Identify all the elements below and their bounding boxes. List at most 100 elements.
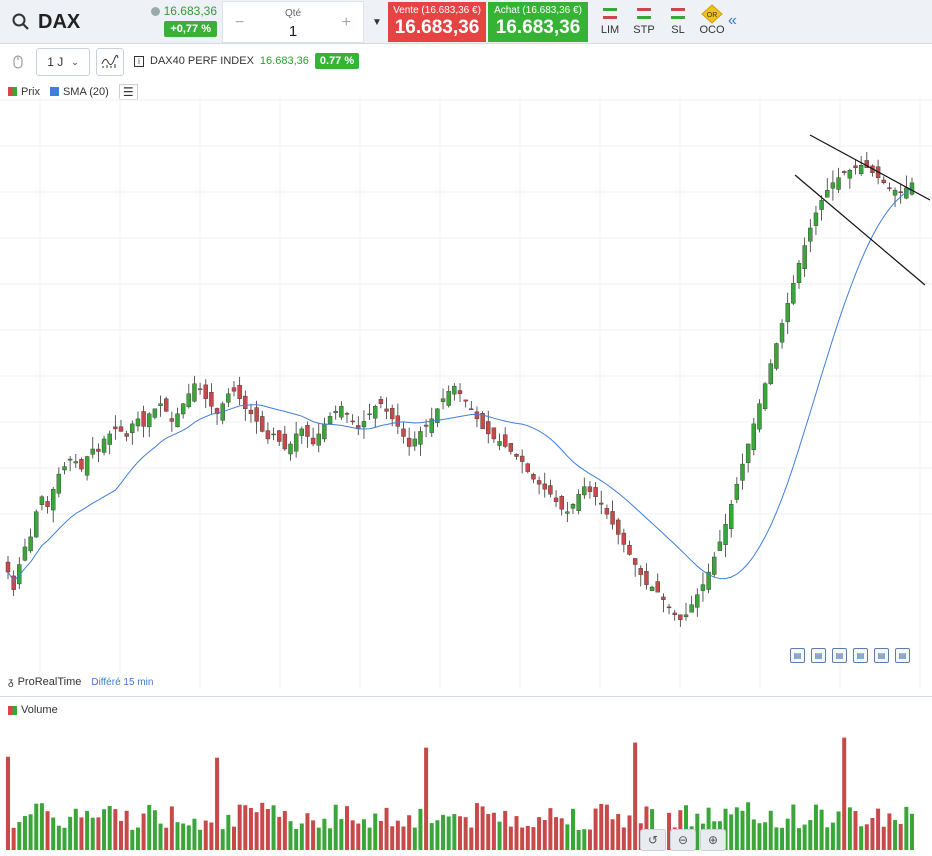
candle-body [463,399,468,402]
volume-bar [130,829,135,850]
volume-bar [813,804,818,850]
volume-bar [62,827,67,850]
buy-label: Achat (16.683,36 €) [494,5,582,16]
panel-divider[interactable] [0,696,932,697]
candle-body [751,423,756,450]
oco-order-button[interactable]: OR OCO [698,4,726,42]
candle-body [293,433,299,452]
source-delay: Différé 15 min [91,676,154,688]
volume-bar [853,811,858,850]
stp-order-button[interactable]: STP [630,4,658,42]
draw-tool-icon[interactable]: ▤ [832,648,847,663]
stp-label: STP [633,24,655,36]
volume-bar [418,808,423,850]
undo-icon[interactable]: ↺ [640,829,666,851]
volume-bar [356,823,361,850]
candle-body [491,427,497,440]
indicator-icon[interactable] [96,48,124,76]
candle-body [169,418,175,422]
qty-plus-button[interactable]: + [341,14,351,31]
volume-bar [548,808,553,850]
mouse-icon[interactable] [8,48,28,76]
sma-line [7,187,913,582]
candle-body [141,411,146,427]
volume-bar [616,813,621,850]
candle-body [130,423,135,434]
zoom-out-icon[interactable]: ⊖ [670,829,696,851]
candle-body [361,421,367,428]
quantity-stepper[interactable]: − Qté 1 + [222,1,364,43]
volume-bar [395,820,400,850]
info-icon[interactable]: i [134,55,144,67]
volume-bar [401,826,406,850]
volume-bar [729,814,734,850]
volume-bar [328,828,333,850]
candle-body [542,483,547,490]
candle-body [310,437,316,445]
collapse-left-icon[interactable]: « [728,12,737,29]
candle-body [67,458,73,461]
instrument-info: i DAX40 PERF INDEX 16.683,36 0.77 % [134,53,360,69]
volume-bar [282,811,287,850]
trendline-upper [809,134,931,201]
search-icon[interactable] [12,13,30,31]
volume-bar [311,820,316,850]
data-source: ᵹ ProRealTime Différé 15 min [8,676,153,688]
draw-tool-icon[interactable]: ▤ [895,648,910,663]
qty-value[interactable]: 1 [288,23,298,40]
volume-bar [390,826,395,850]
candle-body [847,170,853,179]
candle-body [836,177,841,190]
candle-body [627,545,632,555]
volume-bar [520,827,525,850]
search-box[interactable]: DAX [0,0,140,44]
candle-body [390,407,395,420]
lim-order-button[interactable]: LIM [596,4,624,42]
volume-bar [305,813,310,850]
volume-bar [554,817,559,850]
legend-sma[interactable]: SMA (20) [49,86,109,98]
candle-body [672,612,677,615]
qty-minus-button[interactable]: − [235,14,245,31]
volume-bar [34,803,39,850]
candle-body [316,433,321,446]
chevron-down-icon[interactable]: ▼ [372,16,382,28]
sl-order-button[interactable]: SL [664,4,692,42]
chart-legend: Prix SMA (20) ☰ [8,84,138,100]
legend-price[interactable]: Prix [8,86,40,98]
candle-body [717,541,723,551]
buy-button[interactable]: Achat (16.683,36 €) 16.683,36 [488,2,588,42]
volume-bar [881,826,886,850]
sell-button[interactable]: Vente (16.683,36 €) 16.683,36 [388,2,486,42]
volume-legend[interactable]: Volume [8,704,58,716]
sl-order-icon [664,4,692,24]
volume-bar [56,825,61,850]
chart-style-icon[interactable]: ᵹ [8,676,14,688]
period-select[interactable]: 1 J ⌄ [36,48,90,76]
draw-tool-icon[interactable]: ▤ [853,648,868,663]
volume-bar [232,826,236,850]
zoom-in-icon[interactable]: ⊕ [700,829,726,851]
volume-bar [384,807,389,850]
candle-body [51,488,56,511]
candle-body [452,386,457,395]
volume-bar [446,816,451,850]
draw-tool-icon[interactable]: ▤ [874,648,889,663]
volume-bar [79,817,84,850]
volume-bar [571,808,575,850]
volume-bar [587,829,592,850]
volume-bar [175,822,180,850]
candle-body [802,245,807,270]
candle-body [774,343,779,369]
draw-tool-icon[interactable]: ▤ [790,648,805,663]
candle-body [762,383,768,410]
volume-bar [847,807,852,850]
volume-bar [825,827,830,850]
volume-bar [514,816,519,850]
volume-bar [599,803,604,850]
volume-bar [508,826,513,850]
volume-bar [90,817,95,850]
mini-price: 16.683,36 [163,4,217,18]
draw-tool-icon[interactable]: ▤ [811,648,826,663]
